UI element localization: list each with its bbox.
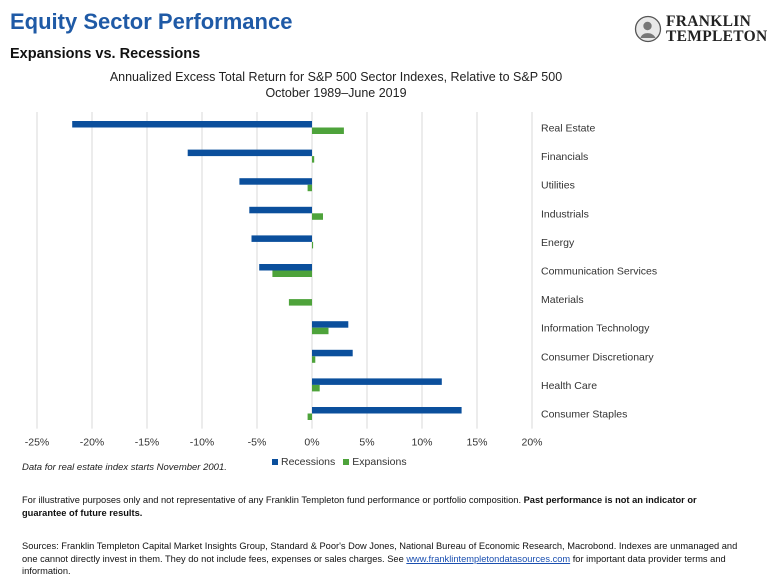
expansion-bar bbox=[312, 241, 314, 249]
category-label: Communication Services bbox=[541, 266, 657, 278]
recession-bar bbox=[187, 149, 312, 157]
x-tick-label: 0% bbox=[304, 437, 319, 449]
recession-bar bbox=[312, 378, 442, 385]
x-tick-label: 5% bbox=[359, 437, 374, 449]
x-tick-label: -10% bbox=[190, 437, 215, 449]
chart-subtitle: October 1989–June 2019 bbox=[265, 86, 407, 100]
recession-bar bbox=[312, 349, 353, 357]
legend-item-expansions: Expansions bbox=[343, 456, 407, 468]
x-tick-label: -20% bbox=[80, 437, 105, 449]
expansion-bar bbox=[312, 384, 320, 392]
recessions-swatch bbox=[272, 459, 278, 465]
recession-bar bbox=[72, 121, 312, 128]
expansion-bar bbox=[288, 299, 312, 306]
portrait-medallion-icon bbox=[634, 15, 662, 43]
x-tick-label: 20% bbox=[521, 437, 542, 449]
expansion-bar bbox=[272, 270, 312, 277]
category-label: Energy bbox=[541, 237, 575, 249]
recession-bar bbox=[312, 321, 349, 328]
legend-item-recessions: Recessions bbox=[272, 456, 335, 468]
category-label: Industrials bbox=[541, 208, 589, 220]
recession-bar bbox=[239, 178, 312, 185]
legend-label-recessions: Recessions bbox=[281, 456, 336, 468]
x-tick-label: 15% bbox=[466, 437, 487, 449]
category-label: Information Technology bbox=[541, 323, 650, 335]
sources-text: Sources: Franklin Templeton Capital Mark… bbox=[22, 541, 738, 564]
chart-title: Annualized Excess Total Return for S&P 5… bbox=[109, 70, 563, 84]
expansions-swatch bbox=[343, 459, 350, 465]
category-label: Financials bbox=[541, 151, 588, 163]
logo-text-franklin: FRANKLIN bbox=[666, 13, 752, 30]
recession-bar bbox=[312, 407, 462, 414]
x-tick-label: 10% bbox=[411, 437, 432, 449]
data-sources-link[interactable]: www.franklintempletondatasources.com bbox=[406, 553, 571, 564]
category-label: Consumer Discretionary bbox=[541, 351, 654, 363]
x-tick-label: -5% bbox=[248, 437, 267, 449]
sources-note: Sources: Franklin Templeton Capital Mark… bbox=[22, 540, 752, 578]
disclaimer-text: For illustrative purposes only and not r… bbox=[22, 495, 524, 505]
expansion-bar bbox=[312, 213, 323, 220]
expansion-bar bbox=[312, 327, 329, 335]
expansion-bar bbox=[312, 356, 316, 363]
page-title: Equity Sector Performance bbox=[10, 9, 293, 34]
expansion-bar bbox=[312, 127, 344, 134]
legend-label-expansions: Expansions bbox=[352, 456, 407, 468]
recession-bar bbox=[251, 235, 312, 242]
x-tick-label: -25% bbox=[25, 437, 50, 449]
disclaimer-bold-text: Past performance is not an indicator or … bbox=[22, 495, 697, 518]
x-tick-label: -15% bbox=[135, 437, 160, 449]
expansion-bar bbox=[312, 156, 315, 163]
chart-legend: Recessions Expansions bbox=[272, 456, 407, 468]
category-label: Health Care bbox=[541, 380, 597, 392]
sector-bar-chart: -25% -20% -15% -10% -5% 0% 5% 10% 15% 20% Real Est… bbox=[25, 112, 657, 449]
logo-text-templeton: TEMPLETON bbox=[666, 28, 768, 45]
page-subtitle: Expansions vs. Recessions bbox=[10, 46, 201, 62]
category-label: Real Estate bbox=[541, 123, 595, 135]
expansion-bar bbox=[307, 413, 312, 420]
disclaimer: For illustrative purposes only and not r… bbox=[22, 494, 742, 519]
category-label: Consumer Staples bbox=[541, 409, 627, 421]
sources-text-end: for important data provider terms and in… bbox=[22, 553, 726, 577]
franklin-templeton-logo: FRANKLIN TEMPLETON bbox=[634, 14, 767, 44]
recession-bar bbox=[249, 206, 312, 214]
recession-bar bbox=[259, 264, 312, 271]
real-estate-note: Data for real estate index starts Novemb… bbox=[22, 462, 227, 473]
expansion-bar bbox=[307, 184, 312, 192]
category-label: Materials bbox=[541, 294, 584, 306]
category-label: Utilities bbox=[541, 180, 575, 192]
